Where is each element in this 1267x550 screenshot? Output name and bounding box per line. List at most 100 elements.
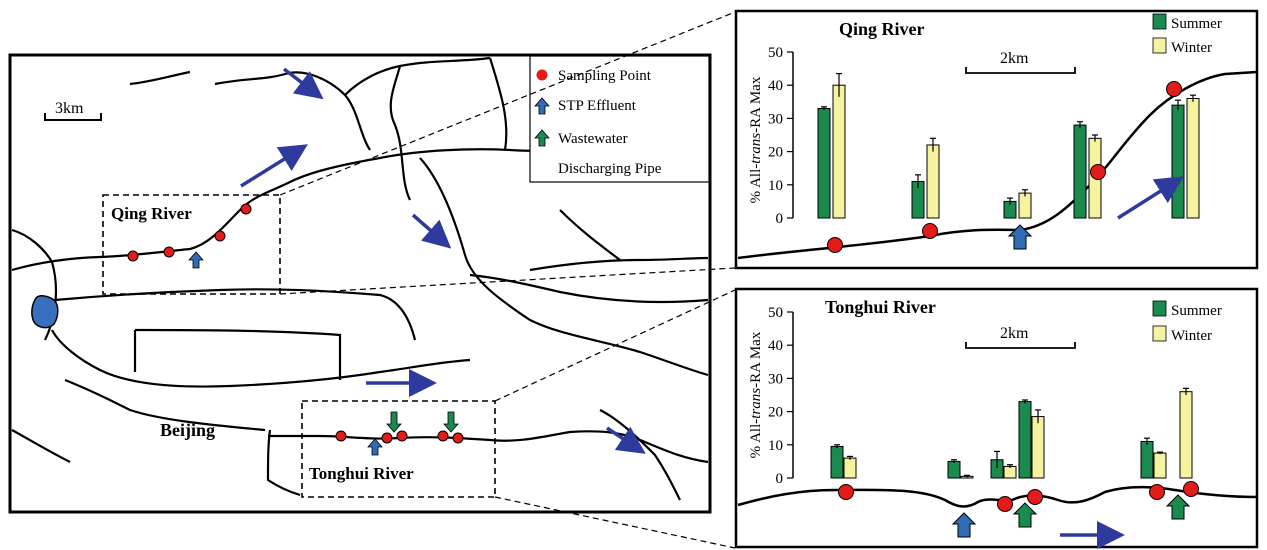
legend-sampling-point-icon	[536, 69, 548, 81]
sampling-point-icon	[335, 430, 347, 442]
qing-region-box	[102, 194, 281, 295]
flow-arrow-icon	[411, 213, 452, 249]
map-beijing-label: Beijing	[160, 420, 215, 440]
qing-legend-summer: Summer	[1171, 16, 1222, 32]
summer-bar	[817, 107, 831, 219]
stp-effluent-icon	[367, 438, 383, 456]
map-panel: 3km Qing River Tonghui River Beijing	[8, 53, 712, 514]
map-tonghui-label: Tonghui River	[309, 464, 414, 483]
tonghui-stp-effluent-icon	[951, 512, 977, 538]
flow-arrow-icon	[606, 426, 646, 454]
tonghui-y-axis-label: % All-trans-RA Max	[748, 331, 764, 458]
summer-bar	[1140, 440, 1154, 479]
tonghui-scale-bar	[965, 342, 1076, 349]
legend-stp-icon	[534, 97, 550, 115]
winter-bar	[1179, 391, 1193, 479]
map-scale-label: 3km	[55, 100, 84, 117]
lake-icon	[31, 295, 59, 329]
connector-lines	[279, 11, 736, 549]
sampling-point-icon	[997, 496, 1013, 512]
sampling-point-icon	[1166, 81, 1182, 97]
tonghui-scale-label: 2km	[1000, 325, 1029, 342]
wastewater-pipe-icon	[443, 411, 459, 433]
tonghui-region-box	[301, 400, 496, 498]
y-tick-label: 0	[776, 471, 784, 487]
map-qing-label: Qing River	[111, 204, 192, 223]
tonghui-panel-title: Tonghui River	[825, 297, 936, 317]
legend-wastewater-line2: Discharging Pipe	[558, 161, 662, 177]
winter-bar	[926, 144, 940, 219]
y-tick-label: 10	[768, 178, 783, 194]
qing-y-ticks: 0 10 20 30 40 50	[768, 45, 793, 227]
winter-bar	[1153, 452, 1167, 479]
tonghui-bars	[830, 387, 1193, 479]
sampling-point-icon	[1090, 164, 1106, 180]
tonghui-legend-winter-icon	[1152, 325, 1167, 342]
winter-bar	[1186, 97, 1200, 219]
summer-bar	[1018, 401, 1032, 479]
qing-scale-bar	[965, 67, 1076, 74]
sampling-point-icon	[1183, 481, 1199, 497]
tonghui-wastewater-pipe-icon	[1165, 494, 1191, 520]
y-tick-label: 10	[768, 438, 783, 454]
qing-legend-winter-icon	[1152, 37, 1167, 54]
map-scale-bar: 3km	[44, 100, 102, 121]
tonghui-panel-points	[838, 481, 1199, 512]
sampling-point-icon	[1149, 484, 1165, 500]
wastewater-pipe-icon	[386, 411, 402, 433]
winter-bar	[1018, 192, 1032, 219]
sampling-point-icon	[214, 230, 226, 242]
sampling-point-icon	[396, 430, 408, 442]
summer-bar	[947, 460, 961, 479]
winter-bar	[832, 84, 846, 219]
qing-panel-title: Qing River	[839, 19, 925, 39]
sampling-point-icon	[127, 250, 139, 262]
legend-wastewater-icon	[534, 129, 550, 147]
sampling-point-icon	[827, 237, 843, 253]
y-tick-label: 50	[768, 45, 783, 61]
sampling-point-icon	[240, 203, 252, 215]
qing-panel-points	[827, 81, 1182, 253]
stp-effluent-icon	[188, 251, 204, 269]
sampling-point-icon	[922, 223, 938, 239]
legend-sampling-point: Sampling Point	[558, 68, 652, 84]
tonghui-legend-winter: Winter	[1171, 328, 1212, 344]
y-tick-label: 40	[768, 78, 783, 94]
winter-bar	[1031, 416, 1045, 479]
qing-legend-winter: Winter	[1171, 40, 1212, 56]
sampling-point-icon	[1027, 489, 1043, 505]
qing-y-axis-label: % All-trans-RA Max	[748, 76, 764, 203]
qing-flow-arrow-icon	[1117, 176, 1184, 220]
qing-panel: Qing River Summer Winter 2km 0 10 20 30 40 50…	[734, 9, 1259, 270]
summer-bar	[830, 445, 844, 479]
winter-bar	[1003, 465, 1017, 479]
y-tick-label: 20	[768, 145, 783, 161]
legend-wastewater-line1: Wastewater	[558, 131, 628, 147]
sampling-point-icon	[437, 430, 449, 442]
sampling-point-icon	[838, 484, 854, 500]
flow-arrow-icon	[240, 144, 308, 188]
tonghui-sampling-points	[335, 430, 464, 444]
sampling-point-icon	[163, 246, 175, 258]
qing-river-line	[737, 70, 1258, 260]
qing-sampling-points	[127, 203, 252, 262]
sampling-point-icon	[452, 432, 464, 444]
winter-bar	[843, 457, 857, 479]
map-legend: Sampling Point STP Effluent Wastewater D…	[529, 55, 710, 183]
tonghui-panel: Tonghui River Summer Winter 2km 0 10 20 30 4…	[734, 287, 1259, 549]
tonghui-y-ticks: 0 10 20 30 40 50	[768, 305, 793, 487]
y-tick-label: 0	[776, 211, 784, 227]
qing-legend-summer-icon	[1152, 13, 1167, 30]
flow-arrows	[240, 67, 646, 454]
tonghui-legend-summer-icon	[1152, 300, 1167, 317]
qing-scale-label: 2km	[1000, 50, 1029, 67]
y-tick-label: 50	[768, 305, 783, 321]
y-tick-label: 40	[768, 338, 783, 354]
y-tick-label: 30	[768, 371, 783, 387]
flow-arrow-icon	[282, 67, 324, 100]
summer-bar	[1171, 104, 1185, 219]
legend-stp-effluent: STP Effluent	[558, 98, 637, 114]
qing-stp-effluent-icon	[1007, 224, 1033, 250]
y-tick-label: 20	[768, 405, 783, 421]
